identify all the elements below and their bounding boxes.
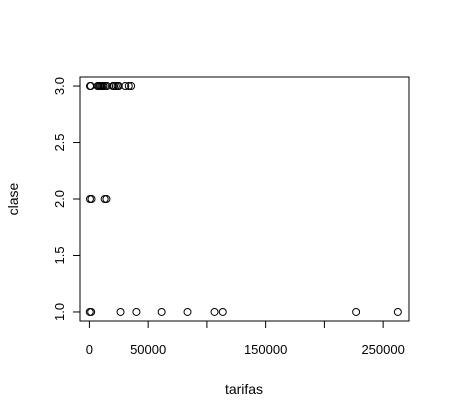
y-axis-title: clase — [5, 182, 21, 215]
x-axis-title: tarifas — [225, 381, 263, 397]
x-axis: 0 50000 150000 250000 — [86, 320, 405, 357]
data-point — [183, 307, 192, 316]
y-tick-label: 2.5 — [52, 133, 67, 151]
y-tick-label: 1.0 — [52, 303, 67, 321]
y-tick-label: 1.5 — [52, 246, 67, 264]
y-tick-label: 2.0 — [52, 190, 67, 208]
data-point — [127, 82, 136, 91]
x-tick-label: 0 — [86, 342, 93, 357]
x-tick-label: 250000 — [361, 342, 404, 357]
data-point — [121, 82, 130, 91]
x-tick-label: 150000 — [244, 342, 287, 357]
data-point — [87, 307, 96, 316]
data-point — [218, 307, 227, 316]
y-tick-label: 3.0 — [52, 77, 67, 95]
y-axis: 1.0 1.5 2.0 2.5 3.0 — [52, 77, 81, 321]
data-points — [85, 82, 402, 316]
data-point — [210, 307, 219, 316]
x-tick-label: 50000 — [130, 342, 166, 357]
data-point — [87, 195, 96, 203]
data-point — [352, 307, 361, 316]
plot-frame — [79, 76, 410, 322]
data-point — [102, 195, 111, 203]
data-point — [132, 307, 141, 316]
data-point — [114, 82, 123, 91]
data-point — [393, 307, 402, 316]
data-point — [124, 82, 133, 91]
data-point — [116, 307, 125, 316]
data-point — [157, 307, 166, 316]
